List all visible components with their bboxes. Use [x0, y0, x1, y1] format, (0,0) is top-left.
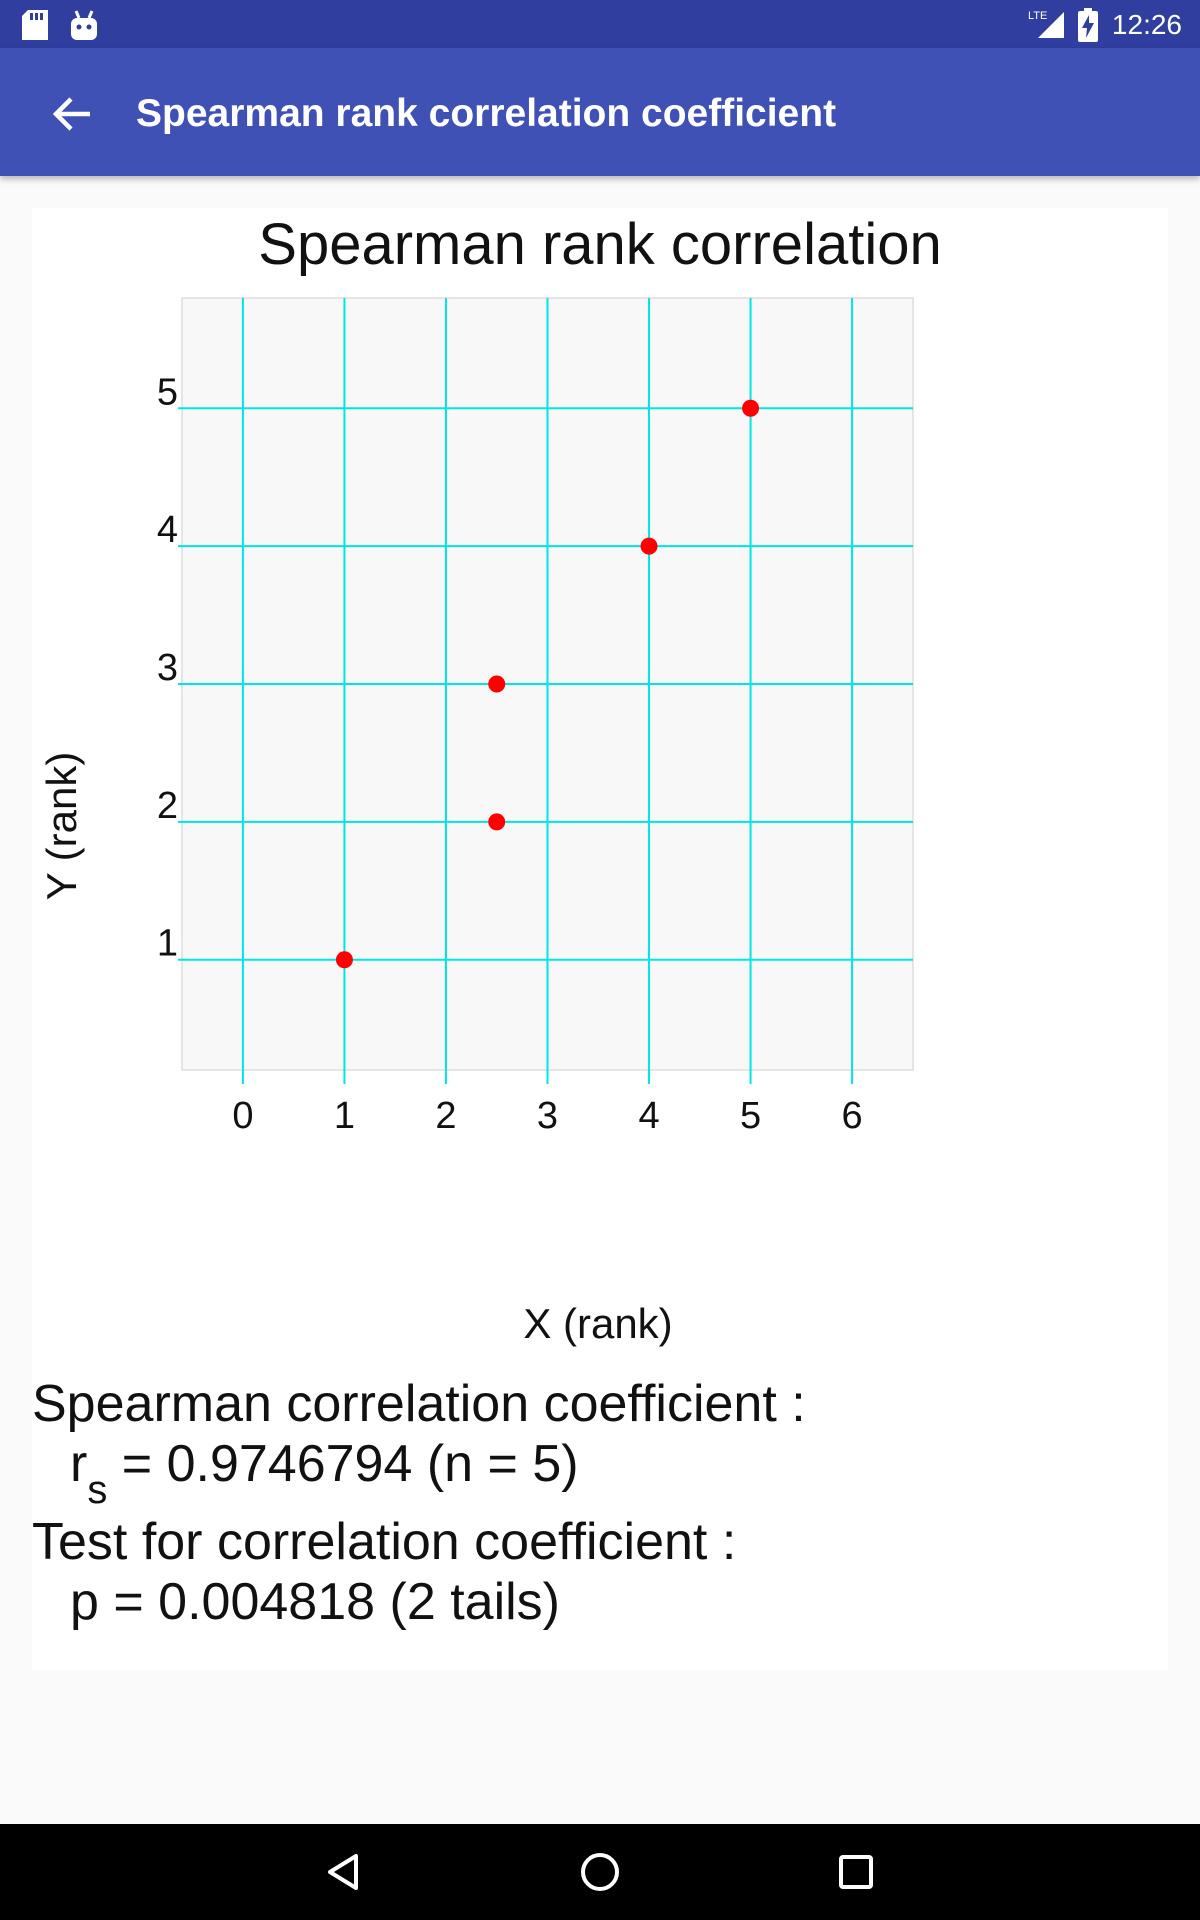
data-point: [742, 399, 760, 417]
data-point: [640, 537, 658, 555]
android-icon: [71, 10, 97, 40]
x-tick-label: 5: [740, 1095, 761, 1137]
x-tick-label: 1: [334, 1095, 355, 1137]
y-tick-label: 2: [157, 785, 178, 827]
grid-lines: [178, 298, 913, 1084]
back-triangle-icon: [328, 1854, 358, 1890]
data-point: [488, 675, 506, 693]
x-tick-label: 4: [638, 1095, 659, 1137]
back-button[interactable]: [40, 82, 104, 146]
coefficient-symbol: r: [70, 1435, 88, 1493]
nav-home-button[interactable]: [570, 1842, 630, 1902]
data-points: [335, 399, 760, 969]
data-point: [335, 951, 353, 969]
x-axis-label: X (rank): [523, 1300, 672, 1347]
app-bar: Spearman rank correlation coefficient: [0, 48, 1200, 176]
data-point: [488, 813, 506, 831]
app-bar-title: Spearman rank correlation coefficient: [136, 92, 837, 135]
x-tick-label: 6: [842, 1095, 863, 1137]
scatter-chart: Spearman rank correlation 0 1 2 3 4 5 6 1 2 3 4 5 X…: [38, 212, 942, 1347]
sd-card-icon: [22, 10, 48, 40]
test-heading: Test for correlation coefficient :: [32, 1513, 737, 1571]
coefficient-heading: Spearman correlation coefficient :: [32, 1375, 806, 1433]
battery-charging-icon: [1078, 8, 1098, 42]
y-tick-label: 3: [157, 647, 178, 689]
chart-title: Spearman rank correlation: [258, 212, 941, 277]
home-circle-icon: [581, 1853, 619, 1891]
test-value: p = 0.004818 (2 tails): [70, 1573, 560, 1631]
status-time: 12:26: [1111, 9, 1182, 40]
lte-signal-icon: LTE: [1028, 10, 1064, 38]
nav-back-button[interactable]: [314, 1842, 374, 1902]
y-tick-label: 5: [157, 371, 178, 413]
arrow-left-icon: [52, 97, 90, 131]
x-tick-label: 0: [232, 1095, 253, 1137]
y-tick-label: 1: [157, 923, 178, 965]
navigation-bar: [0, 1824, 1200, 1920]
y-tick-label: 4: [157, 509, 178, 551]
x-tick-label: 2: [435, 1095, 456, 1137]
status-bar: LTE 12:26: [0, 0, 1200, 48]
recents-square-icon: [839, 1855, 873, 1889]
svg-text:LTE: LTE: [1028, 10, 1047, 22]
y-axis-label: Y (rank): [38, 752, 85, 901]
nav-recents-button[interactable]: [826, 1842, 886, 1902]
tick-labels: 0 1 2 3 4 5 6 1 2 3 4 5: [157, 371, 863, 1137]
coefficient-value: rs = 0.9746794 (n = 5): [70, 1435, 579, 1510]
x-tick-label: 3: [537, 1095, 558, 1137]
coefficient-subscript: s: [87, 1468, 108, 1512]
result-card: Spearman rank correlation 0 1 2 3 4 5 6 1 2 3 4 5 X…: [32, 208, 1168, 1670]
coefficient-number: = 0.9746794 (n = 5): [107, 1435, 579, 1493]
